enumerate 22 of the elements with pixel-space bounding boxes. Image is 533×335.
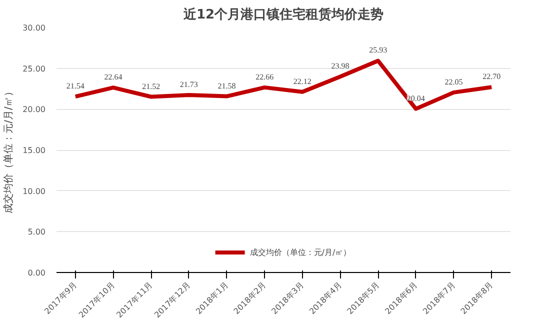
data-label: 22.70	[482, 72, 501, 82]
y-tick-label: 0.00	[28, 268, 46, 278]
data-label: 21.73	[180, 80, 198, 90]
data-label: 23.98	[331, 62, 350, 71]
y-tick-label: 20.00	[22, 105, 46, 114]
y-axis-title: 成交均价（单位：元/月/㎡）	[2, 86, 15, 214]
data-label: 25.93	[369, 46, 388, 55]
y-tick-label: 5.00	[28, 228, 46, 237]
y-tick-label: 30.00	[22, 24, 46, 32]
data-label: 22.66	[256, 72, 274, 82]
chart-title: 近12个月港口镇住宅租赁均价走势	[182, 6, 384, 22]
data-label: 22.64	[104, 72, 122, 82]
y-tick-label: 25.00	[22, 64, 46, 74]
data-label: 21.52	[142, 82, 160, 91]
legend-label: 成交均价（单位：元/月/㎡）	[250, 246, 352, 258]
data-label: 22.12	[293, 76, 312, 86]
y-tick-label: 15.00	[22, 146, 46, 155]
data-label: 21.58	[218, 81, 236, 90]
data-label: 22.05	[444, 77, 463, 86]
data-label: 20.04	[406, 94, 425, 103]
y-tick-label: 10.00	[22, 186, 46, 196]
data-label: 21.54	[66, 82, 84, 91]
